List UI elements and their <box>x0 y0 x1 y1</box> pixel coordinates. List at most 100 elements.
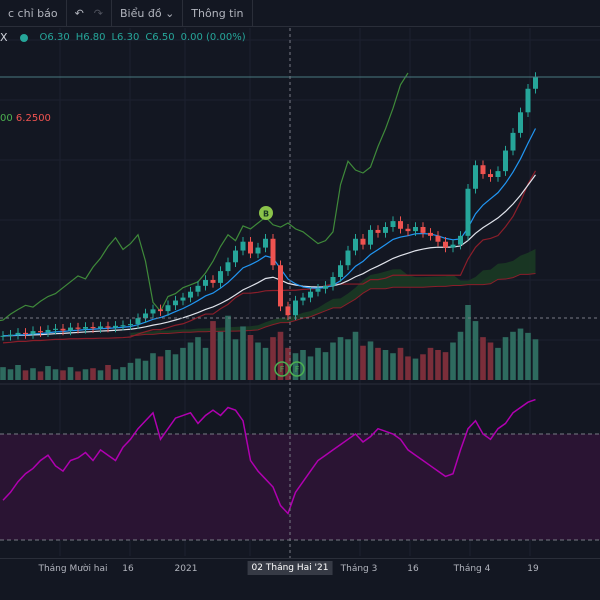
volume-bar <box>270 337 276 380</box>
candle-body <box>60 328 66 331</box>
chart-label: Biểu đồ <box>120 6 162 20</box>
volume-bar <box>510 331 516 380</box>
candle-body <box>503 150 508 172</box>
candle-body <box>233 250 238 263</box>
info-button[interactable]: Thông tin <box>183 0 253 27</box>
candle-body <box>285 306 291 316</box>
volume-bar <box>495 347 501 380</box>
candle-body <box>308 291 313 298</box>
candle-body <box>248 241 253 254</box>
volume-bar <box>277 331 284 380</box>
candle-body <box>53 328 58 330</box>
volume-bar <box>225 315 231 380</box>
market-status-icon <box>19 33 28 42</box>
candle-body <box>278 265 283 307</box>
volume-bar <box>322 352 329 380</box>
candle-body <box>23 332 28 335</box>
volume-bar <box>307 356 314 380</box>
volume-bar <box>337 337 344 380</box>
volume-bar <box>390 353 396 380</box>
volume-bar <box>382 350 389 380</box>
candle-body <box>360 238 366 245</box>
candle-body <box>330 277 336 286</box>
low-value: L6.30 <box>111 32 140 43</box>
time-label: Tháng 4 <box>453 564 491 574</box>
volume-bar <box>7 369 14 380</box>
volume-bar <box>15 365 21 380</box>
candle-body <box>533 77 538 89</box>
volume-bar <box>180 347 186 380</box>
candle-body <box>488 174 493 177</box>
candle-body <box>413 227 418 232</box>
info-label: Thông tin <box>191 6 244 20</box>
candle-body <box>443 241 448 248</box>
change-value: 0.00 (0.00%) <box>180 32 246 43</box>
volume-bar <box>112 369 119 380</box>
volume-bar <box>90 368 96 380</box>
candle-body <box>353 238 358 251</box>
candle-body <box>338 265 343 277</box>
candle-body <box>188 291 193 298</box>
candle-body <box>68 327 73 331</box>
volume-bar <box>247 335 254 380</box>
event-marker-label: F <box>280 365 285 374</box>
crosshair-time-label: 02 Tháng Hai '21 <box>247 561 333 575</box>
candle-body <box>173 300 178 306</box>
event-marker-label: F <box>295 365 300 374</box>
indicator-legend: 00 6.2500 <box>0 113 51 124</box>
candle-body <box>225 262 231 272</box>
volume-bar <box>315 347 321 380</box>
time-label: 16 <box>122 564 134 574</box>
time-axis[interactable]: Tháng Mười hai 16 2021 Tháng 3 16 Tháng … <box>0 558 600 578</box>
candle-body <box>525 88 531 113</box>
chart-menu-button[interactable]: Biểu đồ ⌄ <box>112 0 184 27</box>
volume-bar <box>142 360 149 380</box>
volume-bar <box>195 337 201 380</box>
volume-bar <box>105 365 111 380</box>
candle-body <box>323 285 328 289</box>
volume-bar <box>0 367 6 380</box>
chevron-down-icon: ⌄ <box>165 6 175 20</box>
undo-icon[interactable]: ↶ <box>74 6 84 20</box>
ema-slow-line <box>2 174 536 337</box>
volume-bar <box>450 342 456 380</box>
volume-bar <box>457 331 464 380</box>
candle-body <box>0 335 6 337</box>
high-value: H6.80 <box>75 32 106 43</box>
time-label: Tháng 3 <box>340 564 378 574</box>
volume-bar <box>67 367 74 380</box>
volume-bar <box>60 370 66 380</box>
volume-bar <box>37 371 44 380</box>
volume-bar <box>127 362 134 380</box>
price-chart[interactable]: B F F <box>0 0 600 558</box>
undo-redo-group: ↶ ↷ <box>67 0 113 27</box>
candle-body <box>143 313 148 319</box>
redo-icon[interactable]: ↷ <box>93 6 104 20</box>
volume-bar <box>120 367 126 380</box>
candle-body <box>218 271 223 283</box>
candle-body <box>113 325 118 328</box>
volume-bar <box>330 342 336 380</box>
candle-body <box>210 279 216 283</box>
volume-bar <box>217 331 224 380</box>
candle-body <box>428 232 433 236</box>
cloud-lower-line <box>130 272 536 337</box>
candle-body <box>435 235 441 242</box>
volume-bar <box>525 332 531 380</box>
candle-body <box>8 334 13 336</box>
volume-bar <box>532 339 539 380</box>
volume-bar <box>375 347 381 380</box>
candle-body <box>75 327 81 329</box>
buy-marker-icon <box>259 206 273 220</box>
candle-body <box>150 309 156 314</box>
volume-bar <box>240 326 246 380</box>
rsi-line <box>2 398 536 515</box>
volume-bar <box>172 354 179 380</box>
volume-bar <box>472 321 479 380</box>
candle-body <box>135 318 141 325</box>
candle-body <box>45 329 51 333</box>
event-marker-icon <box>289 361 305 377</box>
indicators-button[interactable]: c chỉ báo <box>0 0 67 27</box>
candle-body <box>158 309 163 312</box>
indicator-value-a: 00 <box>0 113 13 124</box>
